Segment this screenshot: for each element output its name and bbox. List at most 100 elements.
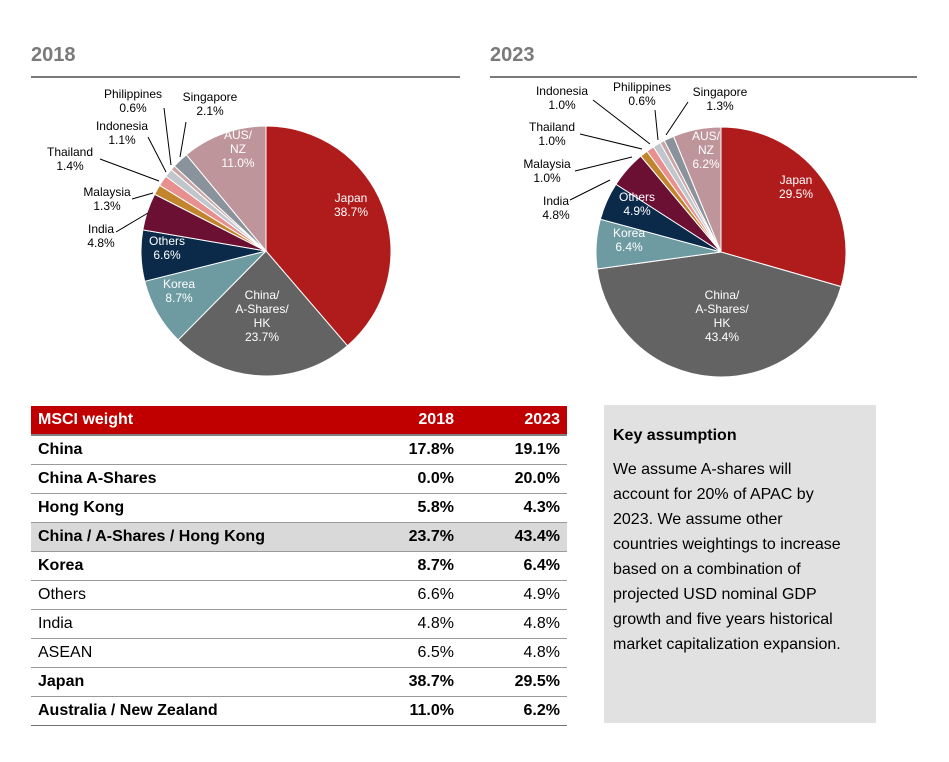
pie-label-line: HK	[254, 316, 271, 330]
pie-label-philippines: Philippines 0.6%	[613, 80, 671, 108]
pie-label-malaysia: Malaysia 1.0%	[523, 157, 571, 185]
pie-label-line: 6.2%	[692, 157, 720, 171]
pie-label-line: Indonesia	[96, 119, 148, 133]
row-label: China / A-Shares / Hong Kong	[31, 522, 355, 552]
row-value-2023: 20.0%	[461, 464, 567, 494]
row-value-2018: 38.7%	[355, 667, 461, 697]
pie-label-line: 4.8%	[87, 236, 115, 250]
pie-label-japan: Japan 38.7%	[334, 191, 368, 219]
pie-label-line: A-Shares/	[695, 302, 749, 316]
leader-line-india	[115, 212, 149, 233]
row-value-2018: 6.5%	[355, 638, 461, 668]
pie-slice-aus	[672, 126, 722, 253]
leader-line-philippines	[654, 109, 659, 141]
pie-label-line: Japan	[335, 191, 368, 205]
row-value-2018: 4.8%	[355, 609, 461, 639]
pie-label-line: AUS/	[692, 129, 721, 143]
pie-label-others: Others 4.9%	[619, 190, 655, 218]
row-value-2023: 6.2%	[461, 696, 567, 726]
pie-label-line: Malaysia	[523, 157, 571, 171]
pie-label-line: 4.9%	[623, 204, 651, 218]
pie-label-line: 1.4%	[56, 159, 84, 173]
pie-label-line: Thailand	[47, 145, 93, 159]
pie-slice-aus	[185, 125, 267, 253]
leader-line-indonesia	[592, 99, 651, 145]
pie-label-line: 43.4%	[705, 330, 739, 344]
pie-label-others: Others 6.6%	[149, 234, 185, 262]
pie-label-line: 1.3%	[93, 199, 121, 213]
row-label: Australia / New Zealand	[31, 696, 355, 726]
pie-label-line: Philippines	[613, 80, 671, 94]
pie-label-line: 1.0%	[538, 134, 566, 148]
pie-label-line: Korea	[163, 277, 195, 291]
table-row: China A-Shares 0.0% 20.0%	[31, 464, 567, 494]
leader-line-thailand	[579, 133, 643, 150]
row-label: Korea	[31, 551, 355, 581]
pie-label-malaysia: Malaysia 1.3%	[83, 185, 131, 213]
row-value-2023: 4.3%	[461, 493, 567, 523]
msci-weight-table: MSCI weight 2018 2023 China 17.8% 19.1% Chi…	[31, 406, 567, 726]
pie-label-line: 2.1%	[196, 104, 224, 118]
pie-label-indonesia: Indonesia 1.1%	[96, 119, 148, 147]
key-assumption-box: Key assumption We assume A-shares will ac…	[604, 405, 876, 723]
pie-label-line: Indonesia	[536, 84, 588, 98]
row-value-2023: 19.1%	[461, 435, 567, 465]
pie-label-singapore: Singapore 2.1%	[183, 90, 238, 118]
pie-label-korea: Korea 6.4%	[613, 226, 645, 254]
row-value-2023: 29.5%	[461, 667, 567, 697]
pie-chart-2018: Japan 38.7% China/A-Shares/HK 23.7% Korea 8.7…	[47, 87, 392, 377]
table-row: Japan 38.7% 29.5%	[31, 667, 567, 697]
pie-label-line: Others	[619, 190, 655, 204]
row-value-2018: 8.7%	[355, 551, 461, 581]
leader-line-indonesia	[147, 136, 167, 173]
row-value-2018: 0.0%	[355, 464, 461, 494]
chart-title-2018: 2018	[31, 44, 76, 66]
pie-label-thailand: Thailand 1.4%	[47, 145, 93, 173]
title-rule-2023	[490, 76, 917, 78]
pie-label-line: 0.6%	[628, 94, 656, 108]
key-assumption-line: We assume A-shares will	[613, 461, 792, 478]
table-header-row: MSCI weight 2018 2023	[31, 406, 567, 436]
pie-label-line: 38.7%	[334, 205, 368, 219]
table-row: Hong Kong 5.8% 4.3%	[31, 493, 567, 523]
table-body: China 17.8% 19.1% China A-Shares 0.0% 20.0% Ho…	[31, 435, 567, 726]
pie-label-china: China/A-Shares/HK 23.7%	[235, 288, 289, 344]
table-row: Others 6.6% 4.9%	[31, 580, 567, 610]
row-label: Hong Kong	[31, 493, 355, 523]
key-assumption-line: account for 20% of APAC by	[613, 486, 814, 503]
row-label: China	[31, 435, 355, 465]
pie-chart-2023: Japan 29.5% China/A-Shares/HK 43.4% Korea 6.4…	[523, 80, 847, 378]
pie-label-indonesia: Indonesia 1.0%	[536, 84, 588, 112]
leader-line-india	[569, 179, 611, 201]
row-value-2018: 17.8%	[355, 435, 461, 465]
pie-label-line: China/	[245, 288, 280, 302]
table-row: China 17.8% 19.1%	[31, 435, 567, 465]
row-value-2023: 4.8%	[461, 638, 567, 668]
row-value-2018: 11.0%	[355, 696, 461, 726]
leader-line-malaysia	[574, 156, 633, 172]
pie-label-india: India 4.8%	[87, 222, 115, 250]
pie-label-line: Philippines	[104, 87, 162, 101]
header-2023: 2023	[461, 406, 567, 436]
pie-label-line: China/	[705, 288, 740, 302]
pie-label-line: 6.6%	[153, 248, 181, 262]
pie-slice-china	[596, 251, 842, 378]
pie-label-aus: AUS/NZ 6.2%	[692, 129, 721, 171]
key-assumption-line: based on a combination of	[613, 561, 801, 578]
row-label: ASEAN	[31, 638, 355, 668]
row-value-2023: 43.4%	[461, 522, 567, 552]
leader-line-malaysia	[131, 192, 154, 200]
pie-label-aus: AUS/NZ 11.0%	[221, 128, 254, 170]
table-row: Australia / New Zealand 11.0% 6.2%	[31, 696, 567, 726]
pie-label-line: AUS/	[224, 128, 253, 142]
pie-label-line: 1.0%	[548, 98, 576, 112]
pie-label-line: Singapore	[693, 85, 748, 99]
key-assumption-text: We assume A-shares will account for 20% o…	[613, 457, 866, 657]
row-label: China A-Shares	[31, 464, 355, 494]
pie-label-line: Japan	[780, 173, 813, 187]
key-assumption-line: market capitalization expansion.	[613, 636, 841, 653]
pie-slice-japan	[720, 126, 847, 288]
pie-label-line: NZ	[230, 142, 246, 156]
chart-title-2023: 2023	[490, 44, 535, 66]
leader-line-singapore	[179, 121, 187, 158]
